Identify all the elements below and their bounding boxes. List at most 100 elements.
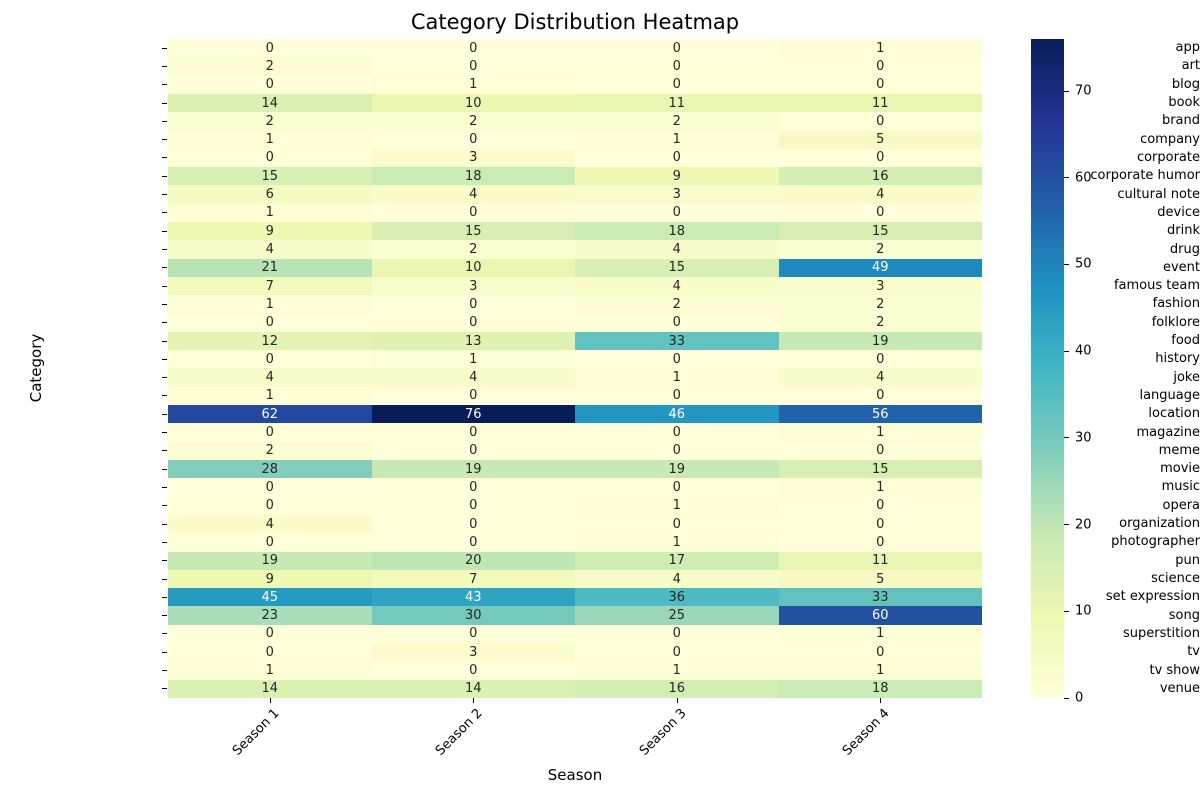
heatmap-cell: 18 [575,222,779,241]
x-tick-label: Season 2 [433,706,486,759]
heatmap-cell: 0 [575,624,779,644]
colorbar-tick-mark [1064,177,1069,179]
heatmap-cell: 0 [168,423,372,442]
heatmap-cell: 4 [371,368,575,387]
heatmap-cell: 11 [778,93,982,113]
heatmap-cell: 3 [575,185,779,204]
y-tick-mark [162,47,167,49]
colorbar-tick-label: 30 [1075,430,1092,446]
heatmap-cell: 76 [371,405,575,424]
colorbar-tick-mark [1064,90,1069,92]
x-tick-mark [880,698,882,703]
heatmap-cell: 0 [575,423,779,442]
colorbar-tick-mark [1064,350,1069,352]
y-tick-label: fashion [1152,296,1200,312]
heatmap-cell: 0 [575,386,779,406]
y-tick-label: corporate [1136,149,1200,165]
y-tick-mark [162,102,167,104]
y-tick-mark [162,322,167,324]
heatmap-cell: 15 [575,258,779,277]
colorbar-tick-label: 50 [1075,256,1092,272]
heatmap-cell: 0 [778,533,982,552]
x-axis-label: Season [547,766,603,784]
y-tick-mark [162,413,167,415]
heatmap-cell: 2 [778,313,982,332]
heatmap-cell: 19 [575,460,779,479]
y-tick-mark [162,303,167,305]
y-tick-label: cultural note [1117,186,1200,202]
colorbar-tick-label: 40 [1075,343,1092,359]
y-tick-mark [162,249,167,250]
heatmap-cell: 7 [168,276,372,296]
y-tick-mark [162,212,167,214]
y-tick-label: company [1140,131,1200,147]
heatmap-cell: 0 [168,75,372,94]
heatmap-cell: 49 [778,258,982,277]
heatmap-cell: 2 [778,240,982,259]
heatmap-cell: 0 [778,350,982,369]
heatmap-cell: 0 [371,423,575,442]
heatmap-cell: 1 [778,478,982,497]
y-tick-mark [162,377,167,379]
heatmap-cell: 19 [168,551,372,570]
heatmap-cell: 19 [778,331,982,351]
heatmap-cell: 60 [778,606,982,625]
heatmap-cell: 33 [778,588,982,607]
heatmap-cell: 0 [168,313,372,332]
x-tick-mark [269,698,271,703]
heatmap-cell: 0 [575,39,779,58]
y-tick-label: set expression [1105,589,1200,605]
heatmap-cell: 4 [371,185,575,204]
y-tick-mark [162,340,167,342]
heatmap-cell: 0 [778,496,982,515]
y-tick-mark [162,65,167,67]
heatmap-cell: 14 [168,93,372,113]
y-tick-mark [162,395,167,397]
heatmap-cell: 0 [575,148,779,168]
y-tick-label: event [1162,259,1200,275]
y-tick-mark [162,615,167,617]
colorbar-tick-mark [1064,437,1069,439]
y-tick-mark [162,139,167,141]
heatmap-cell: 0 [168,478,372,497]
y-tick-label: app [1175,40,1200,56]
heatmap-cell: 1 [168,386,372,406]
heatmap-cell: 1 [778,423,982,442]
heatmap-cell: 0 [778,112,982,131]
heatmap-cell: 4 [168,514,372,534]
heatmap-cell: 23 [168,606,372,625]
heatmap-cell: 0 [575,478,779,497]
y-axis-label: Category [27,333,45,403]
heatmap-cell: 0 [778,148,982,168]
heatmap-cell: 16 [575,679,779,698]
colorbar-tick-mark [1064,524,1069,526]
y-tick-label: food [1171,333,1200,349]
y-tick-mark [162,560,167,562]
heatmap-cell: 36 [575,588,779,607]
y-tick-mark [162,486,167,488]
heatmap-cell: 0 [575,313,779,332]
heatmap-cell: 0 [371,478,575,497]
y-tick-label: language [1139,387,1200,403]
heatmap-cell: 2 [168,441,372,461]
heatmap-cell: 0 [371,441,575,461]
heatmap-cell: 2 [371,240,575,259]
heatmap-cell: 5 [778,569,982,589]
heatmap-cell: 0 [778,441,982,461]
heatmap-cell: 21 [168,258,372,277]
y-tick-label: history [1155,351,1200,367]
colorbar-tick-mark [1064,263,1069,265]
heatmap-cell: 0 [575,75,779,94]
colorbar-tick-label: 20 [1075,517,1092,533]
y-tick-label: venue [1159,680,1200,696]
heatmap-cell: 0 [778,514,982,534]
x-tick-label: Season 4 [840,706,893,759]
heatmap-cell: 1 [575,496,779,515]
heatmap-cell: 0 [371,533,575,552]
heatmap-cell: 14 [168,679,372,698]
heatmap-cell: 19 [371,460,575,479]
heatmap-cell: 4 [575,276,779,296]
heatmap-cell: 2 [168,57,372,76]
heatmap-cell: 0 [371,386,575,406]
heatmap-cell: 4 [778,368,982,387]
